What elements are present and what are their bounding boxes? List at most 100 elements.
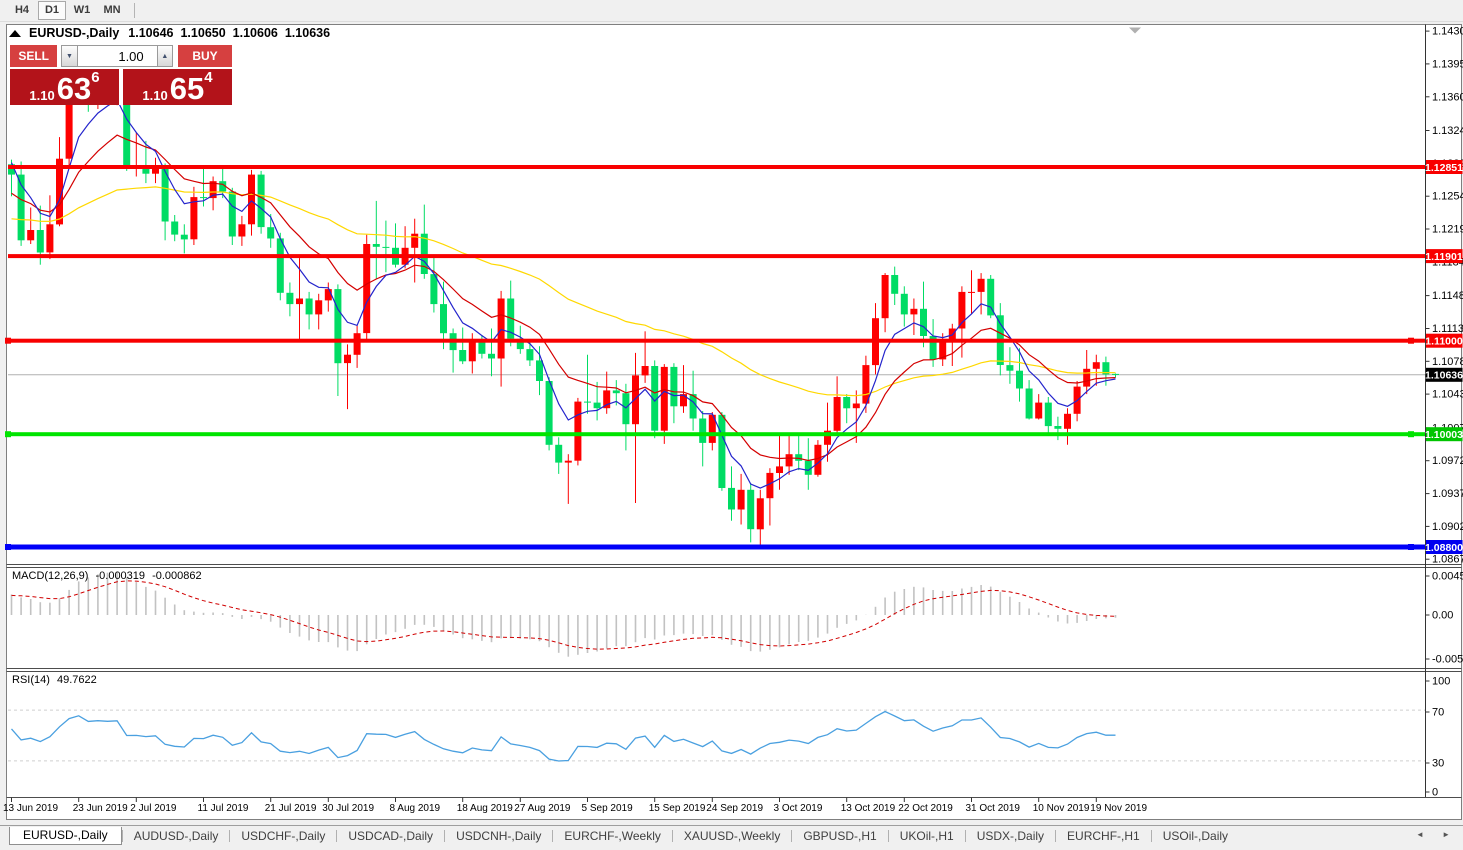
svg-text:1.08670: 1.08670 xyxy=(1432,554,1463,566)
svg-text:1.09720: 1.09720 xyxy=(1432,455,1463,467)
symbol-tab-usoil-daily[interactable]: USOil-,Daily xyxy=(1162,828,1229,843)
svg-text:24 Sep 2019: 24 Sep 2019 xyxy=(706,803,763,814)
rsi-line xyxy=(11,710,1116,762)
price-marker-1.11000 xyxy=(1426,333,1463,348)
ohlc-low: 1.10606 xyxy=(232,26,278,40)
hline-1.11901[interactable] xyxy=(8,254,1425,259)
hline-handle-left[interactable] xyxy=(5,337,11,344)
ma-fast-line xyxy=(10,99,1116,489)
sell-price-display[interactable]: 1.10 63 6 xyxy=(10,69,119,105)
rsi-value: 49.7622 xyxy=(56,674,97,686)
macd-value: -0.000319 xyxy=(95,570,146,582)
hline-handle-right[interactable] xyxy=(1408,431,1414,438)
svg-text:1.11901: 1.11901 xyxy=(1425,251,1463,263)
svg-text:1.12851: 1.12851 xyxy=(1425,162,1463,174)
tf-button-d1[interactable]: D1 xyxy=(38,1,66,20)
tab-separator xyxy=(444,829,446,842)
svg-text:1.13600: 1.13600 xyxy=(1432,91,1463,103)
svg-text:1.09370: 1.09370 xyxy=(1432,488,1463,500)
ohlc-close: 1.10636 xyxy=(284,26,331,40)
svg-text:-0.005205: -0.005205 xyxy=(1432,654,1463,666)
svg-text:0: 0 xyxy=(1432,787,1438,799)
svg-text:100: 100 xyxy=(1432,676,1450,688)
bar-shift-marker[interactable] xyxy=(1129,27,1141,34)
tab-separator xyxy=(791,829,793,842)
hline-handle-left[interactable] xyxy=(5,544,11,550)
price-marker-1.11901 xyxy=(1426,249,1463,264)
symbol-tab-usdchf-daily[interactable]: USDCHF-,Daily xyxy=(241,828,326,843)
volume-input[interactable] xyxy=(77,45,157,67)
macd-signal-value: -0.000862 xyxy=(152,570,202,582)
ma-slow-line xyxy=(11,186,1116,397)
rsi-indicator-label: RSI(14) 49.7622 xyxy=(12,674,101,686)
buy-price-digits: 65 xyxy=(169,71,205,106)
svg-text:0.004536: 0.004536 xyxy=(1432,571,1463,583)
price-axis[interactable]: 1.143001.139501.136001.132401.128901.125… xyxy=(1425,24,1463,799)
time-axis[interactable]: 13 Jun 2019 23 Jun 2019 2 Jul 2019 11 Jul 2… xyxy=(3,797,1147,815)
hline-1.10003[interactable] xyxy=(8,432,1425,437)
symbol-tab-ukoil-h1[interactable]: UKOil-,H1 xyxy=(899,828,954,843)
svg-text:13 Oct 2019: 13 Oct 2019 xyxy=(841,803,896,814)
svg-text:19 Nov 2019: 19 Nov 2019 xyxy=(1090,803,1147,814)
tab-separator xyxy=(887,829,889,842)
svg-text:30 Jul 2019: 30 Jul 2019 xyxy=(322,803,374,814)
svg-text:1.10430: 1.10430 xyxy=(1432,389,1463,401)
symbol-tab-gbpusd-h1[interactable]: GBPUSD-,H1 xyxy=(803,828,877,843)
sell-button[interactable]: SELL xyxy=(10,45,58,67)
support-resistance-lines xyxy=(5,165,1425,550)
tab-separator xyxy=(964,829,966,842)
candles xyxy=(8,48,1119,548)
price-marker-1.10636 xyxy=(1426,367,1463,382)
svg-text:27 Aug 2019: 27 Aug 2019 xyxy=(514,803,571,814)
svg-text:13 Jun 2019: 13 Jun 2019 xyxy=(3,803,58,814)
symbol-tab-usdcnh-daily[interactable]: USDCNH-,Daily xyxy=(456,828,542,843)
volume-decrease-button[interactable]: ▼ xyxy=(61,45,78,67)
volume-increase-button[interactable]: ▲ xyxy=(156,45,173,67)
symbol-tab-audusd-daily[interactable]: AUDUSD-,Daily xyxy=(133,828,219,843)
tf-button-w1[interactable]: W1 xyxy=(73,4,91,16)
svg-text:3 Oct 2019: 3 Oct 2019 xyxy=(774,803,823,814)
hline-1.088[interactable] xyxy=(8,544,1425,550)
svg-text:5 Sep 2019: 5 Sep 2019 xyxy=(582,803,634,814)
tab-separator xyxy=(552,829,554,842)
buy-price-display[interactable]: 1.10 65 4 xyxy=(123,69,232,105)
buy-price-pips: 4 xyxy=(204,69,213,86)
sell-price-prefix: 1.10 xyxy=(29,88,55,103)
hline-1.11[interactable] xyxy=(8,338,1425,343)
price-marker-1.10003 xyxy=(1426,427,1463,442)
svg-text:21 Jul 2019: 21 Jul 2019 xyxy=(265,803,317,814)
sell-price-digits: 63 xyxy=(56,71,92,106)
symbol-tab-usdcad-daily[interactable]: USDCAD-,Daily xyxy=(348,828,434,843)
collapse-panel-icon[interactable] xyxy=(9,29,21,37)
timeframe-toolbar: H4 D1 W1 MN xyxy=(0,0,1463,22)
svg-text:1.14300: 1.14300 xyxy=(1432,26,1463,38)
svg-text:1.13950: 1.13950 xyxy=(1432,58,1463,70)
rsi-name: RSI(14) xyxy=(12,674,50,686)
symbol-tab-eurchf-weekly[interactable]: EURCHF-,Weekly xyxy=(564,828,661,843)
charts-tab-bar: EURUSD-,Daily AUDUSD-,Daily USDCHF-,Daily U… xyxy=(0,825,1463,845)
tf-button-h4[interactable]: H4 xyxy=(14,4,30,16)
hline-1.12851[interactable] xyxy=(8,165,1425,169)
tab-separator xyxy=(229,829,231,842)
hline-handle-right[interactable] xyxy=(1408,544,1414,550)
svg-text:30: 30 xyxy=(1432,758,1444,770)
tab-scroll-arrows[interactable]: ◄ ► xyxy=(1415,830,1458,839)
buy-button[interactable]: BUY xyxy=(177,45,232,67)
svg-text:1.10780: 1.10780 xyxy=(1432,356,1463,368)
price-marker-1.12851 xyxy=(1426,160,1463,174)
svg-text:2 Jul 2019: 2 Jul 2019 xyxy=(130,803,177,814)
svg-text:8 Aug 2019: 8 Aug 2019 xyxy=(390,803,441,814)
hline-handle-left[interactable] xyxy=(5,431,11,438)
ma-medium-line xyxy=(11,134,1116,462)
chart-symbol-label: EURUSD-,Daily xyxy=(29,26,120,40)
svg-text:1.08800: 1.08800 xyxy=(1425,542,1463,554)
hline-handle-right[interactable] xyxy=(1408,337,1414,344)
symbol-tab-xauusd-weekly[interactable]: XAUUSD-,Weekly xyxy=(683,828,781,843)
symbol-tab-eurchf-h1[interactable]: EURCHF-,H1 xyxy=(1067,828,1140,843)
symbol-tab-eurusd-daily[interactable]: EURUSD-,Daily xyxy=(9,826,122,845)
tf-button-mn[interactable]: MN xyxy=(103,4,121,16)
symbol-tab-usdx-daily[interactable]: USDX-,Daily xyxy=(976,828,1045,843)
svg-text:1.11000: 1.11000 xyxy=(1425,336,1463,348)
toolbar-separator xyxy=(134,3,135,18)
